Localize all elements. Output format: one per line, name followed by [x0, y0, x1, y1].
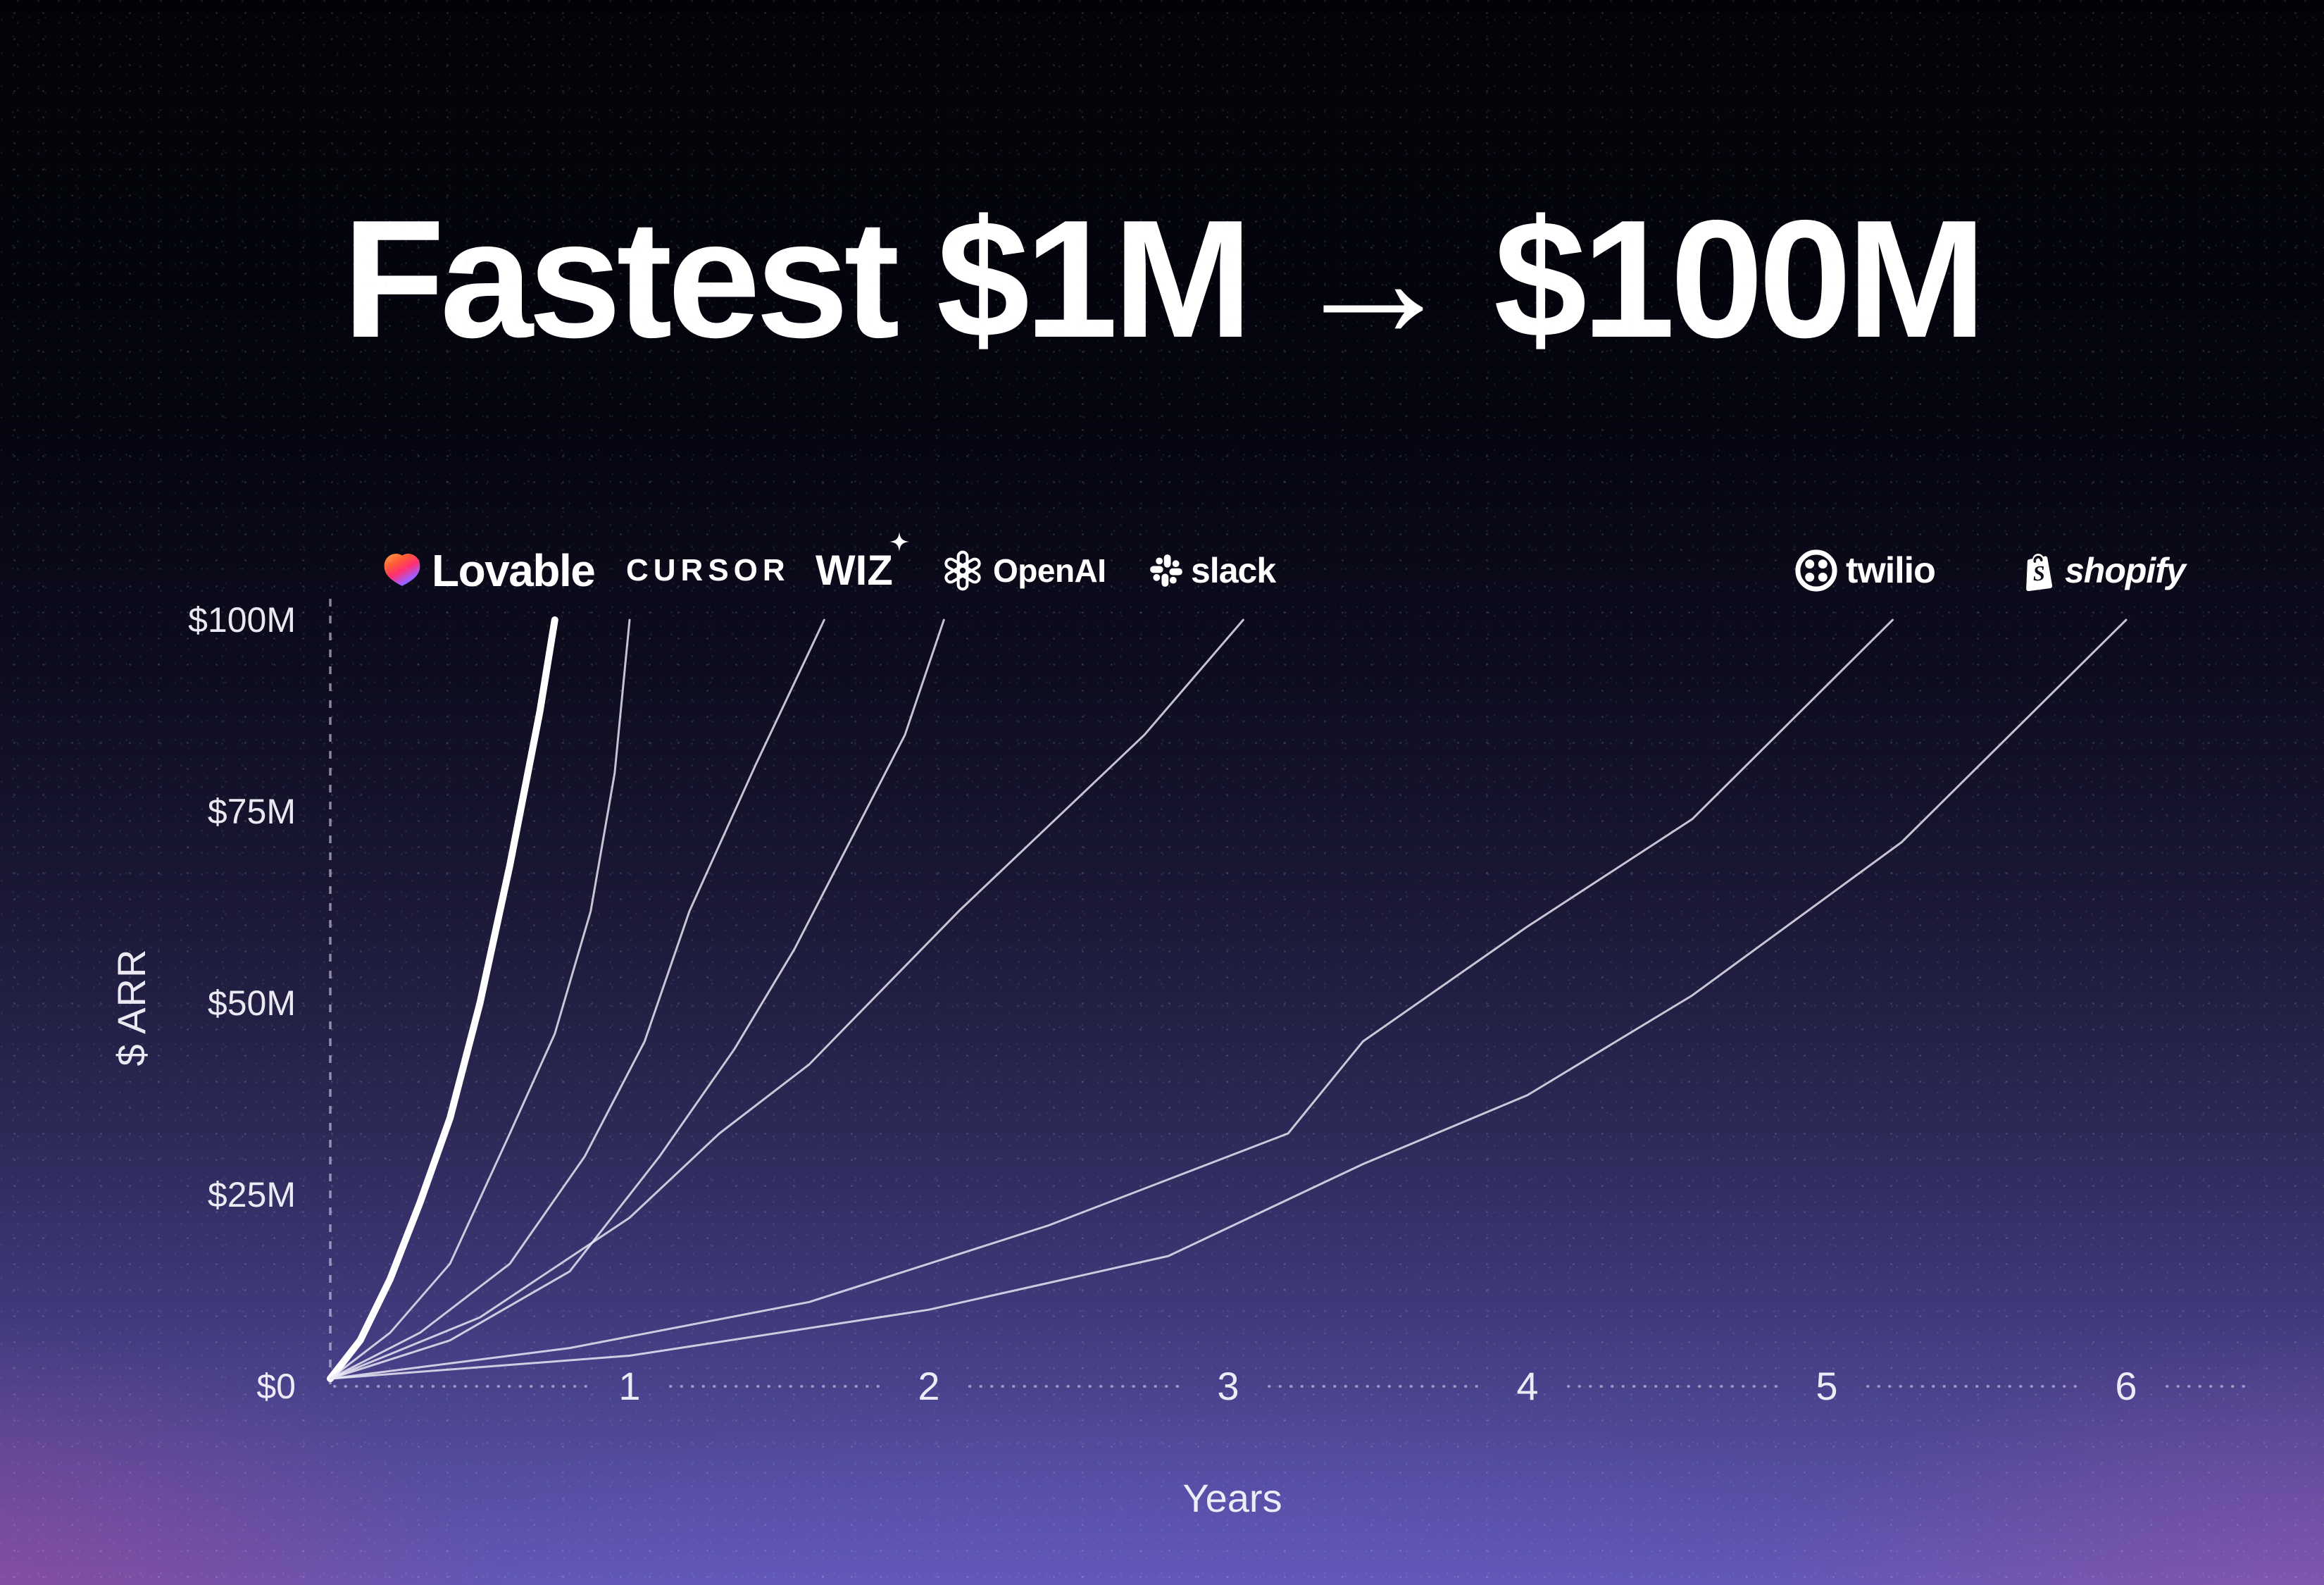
series-line-shopify [329, 619, 2128, 1380]
y-tick-label: $50M [207, 983, 296, 1023]
y-tick-label: $25M [207, 1175, 296, 1214]
logo-wiz: WIZ [816, 532, 909, 595]
x-tick-label: 2 [918, 1364, 940, 1408]
series-line-lovable [327, 616, 558, 1383]
x-tick-label: 3 [1217, 1364, 1239, 1408]
y-tick-label: $0 [256, 1367, 296, 1406]
twilio-icon [1795, 549, 1837, 592]
x-axis-title: Years [1182, 1476, 1282, 1520]
logo-shopify: S shopify [2018, 547, 2186, 595]
wiz-star-icon [889, 532, 909, 552]
x-tick-label: 6 [2115, 1364, 2137, 1408]
logo-wiz-label: WIZ [816, 547, 893, 594]
openai-icon [944, 550, 981, 591]
logo-lovable-label: Lovable [432, 545, 596, 596]
slack-icon [1150, 554, 1182, 587]
logo-shopify-label: shopify [2065, 551, 2186, 590]
y-tick-label: $100M [188, 600, 296, 640]
series-line-wiz [329, 619, 825, 1380]
logo-twilio-label: twilio [1846, 550, 1936, 591]
logo-slack-label: slack [1191, 551, 1276, 590]
logo-lovable: Lovable [382, 545, 596, 596]
series-line-slack [329, 619, 1244, 1380]
x-tick-label: 5 [1816, 1364, 1838, 1408]
logo-openai-label: OpenAI [993, 552, 1106, 589]
logo-slack: slack [1149, 547, 1276, 595]
page-title: Fastest $1M → $100M [342, 186, 1986, 373]
logo-twilio: twilio [1794, 547, 1936, 595]
x-tick-label: 1 [618, 1364, 641, 1408]
svg-text:S: S [2032, 561, 2045, 586]
x-tick-label: 4 [1516, 1364, 1539, 1408]
series-line-cursor [329, 619, 631, 1380]
logo-cursor-label: CURSOR [626, 553, 790, 588]
logo-openai: OpenAI [942, 547, 1106, 595]
series-line-openai [329, 619, 945, 1380]
logo-cursor: CURSOR [626, 547, 790, 595]
y-axis-title: $ ARR [109, 948, 154, 1067]
y-tick-label: $75M [207, 792, 296, 831]
shopify-bag-icon: S [2026, 554, 2053, 592]
lovable-heart-icon [384, 553, 420, 586]
series-line-twilio [329, 619, 1894, 1380]
